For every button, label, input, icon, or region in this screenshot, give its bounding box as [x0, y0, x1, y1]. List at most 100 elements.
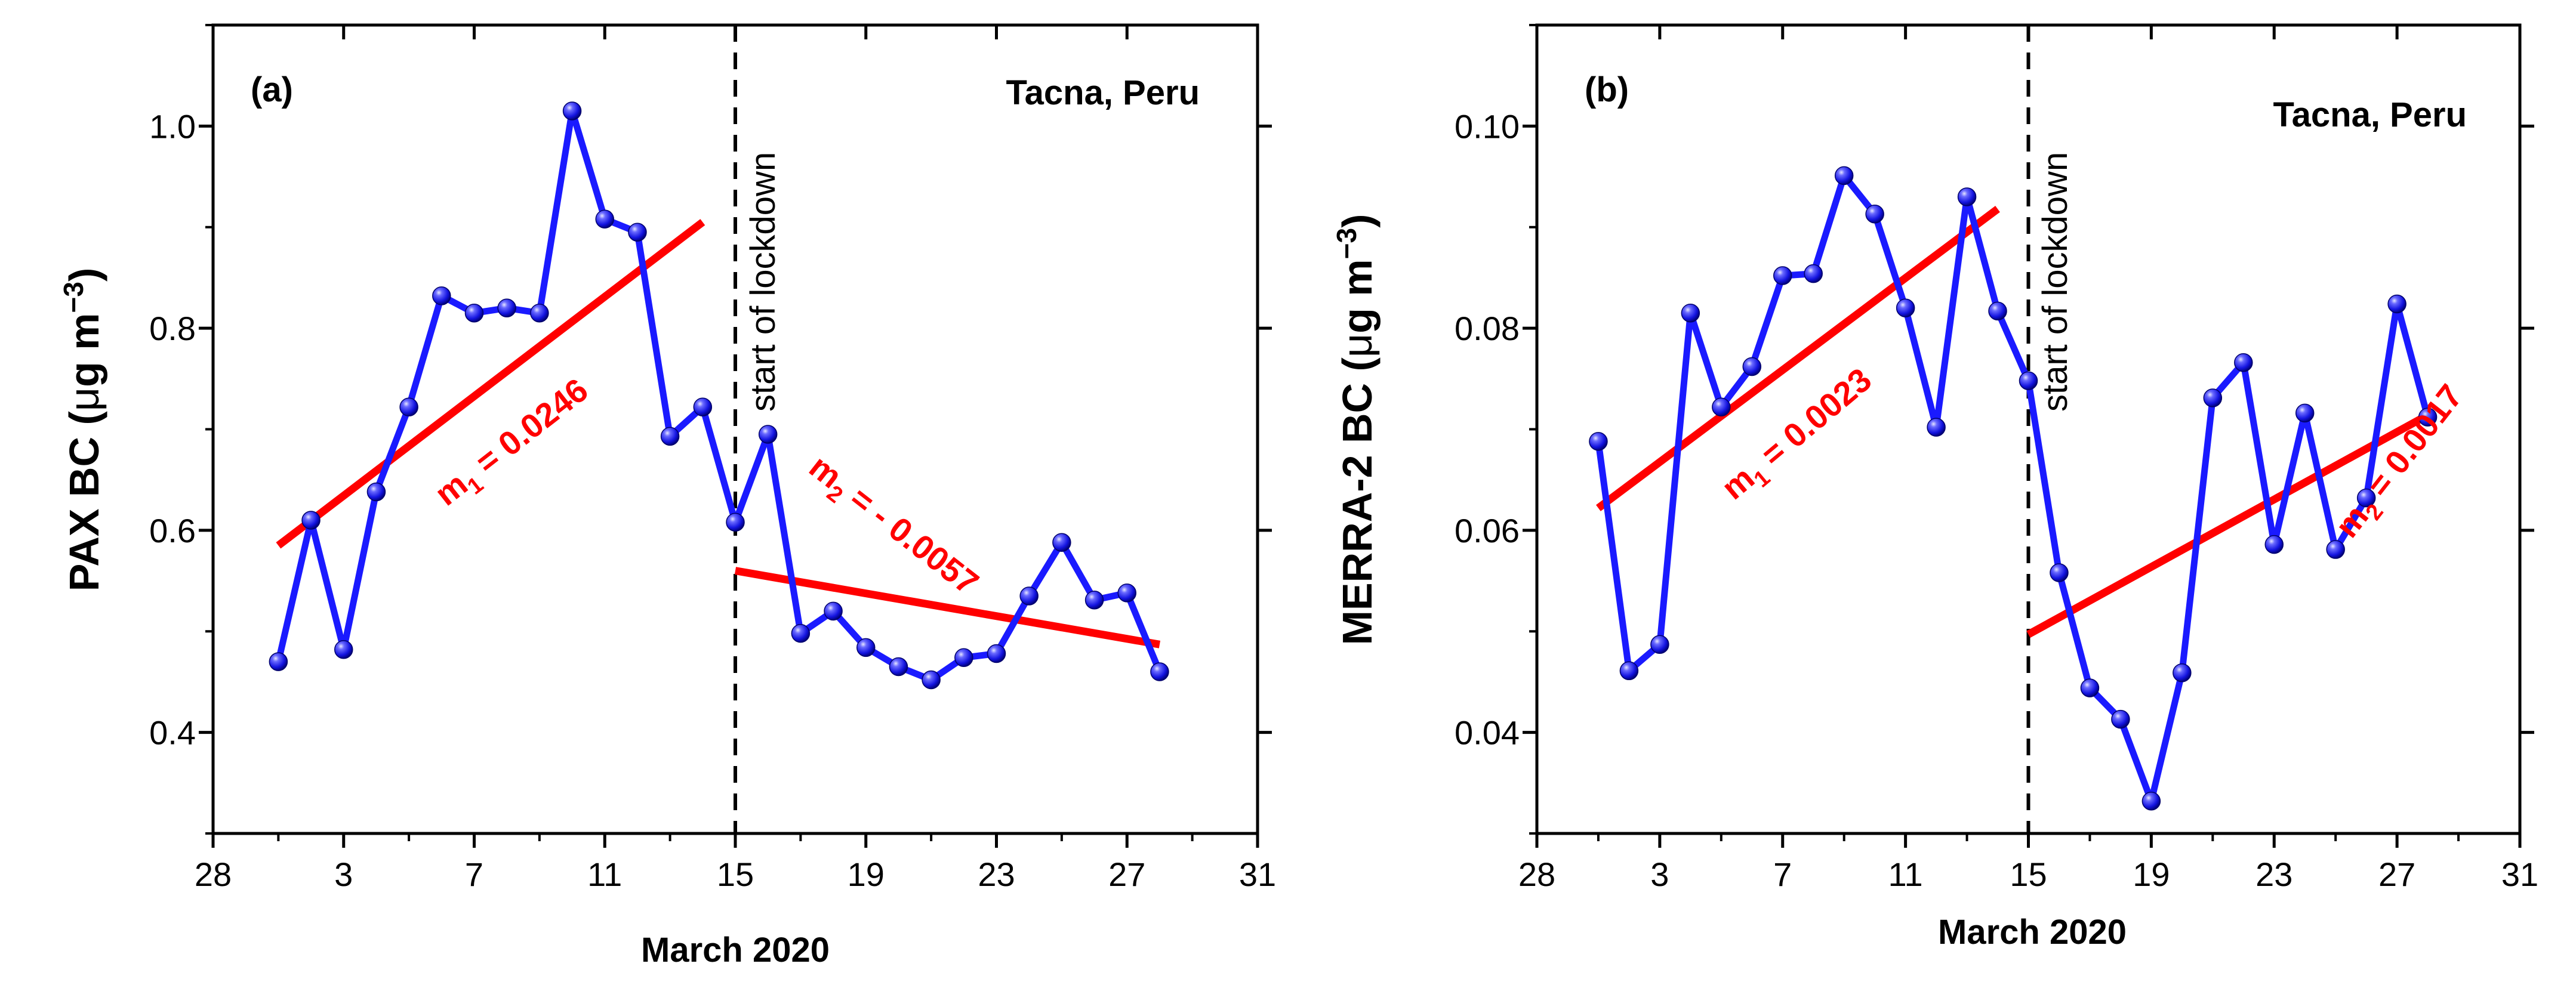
data-point [693, 397, 713, 416]
data-point [530, 303, 549, 323]
x-tick-label: 23 [978, 856, 1015, 893]
data-point [1712, 397, 1731, 416]
data-point [269, 652, 288, 671]
data-point [987, 644, 1006, 663]
location-label: Tacna, Peru [1006, 73, 1200, 112]
y-axis-title: MERRA-2 BC (μg m−3) [1331, 214, 1381, 646]
data-point [2295, 403, 2315, 423]
data-point [1150, 662, 1169, 681]
data-point [2234, 353, 2253, 372]
x-tick-label: 31 [1239, 856, 1276, 893]
data-point [1117, 583, 1136, 603]
data-point [2111, 709, 2130, 729]
x-axis-title: March 2020 [641, 931, 830, 969]
location-label: Tacna, Peru [2273, 95, 2467, 134]
panel-label: (b) [1585, 70, 1629, 109]
data-point [2387, 294, 2406, 314]
y-axis-title: PAX BC (μg m−3) [58, 268, 107, 592]
data-point [1619, 661, 1639, 681]
data-point [2050, 563, 2069, 582]
y-tick-label: 0.8 [149, 310, 196, 347]
data-point [1927, 418, 1946, 437]
data-point [1804, 264, 1823, 283]
y-tick-label: 0.06 [1455, 512, 1520, 549]
data-point [2080, 678, 2100, 697]
data-point [1019, 586, 1039, 606]
data-point [2141, 792, 2161, 811]
data-point [824, 601, 843, 621]
series-line [275, 107, 1163, 683]
x-tick-label: 27 [2378, 856, 2415, 893]
data-point [1084, 590, 1104, 610]
data-point [758, 425, 778, 444]
x-tick-label: 3 [334, 856, 353, 893]
data-point [791, 623, 811, 643]
data-point [1681, 303, 1700, 323]
panel-b: 28 3 7 11 15 19 23 27 31 0.04 0.06 0.08 0.10 (b) Tac… [1331, 23, 2538, 952]
data-point [497, 298, 516, 317]
data-point [432, 286, 451, 305]
data-point [954, 648, 973, 668]
x-tick-label: 7 [465, 856, 483, 893]
data-series [269, 101, 1169, 690]
x-tick-label: 15 [717, 856, 754, 893]
lockdown-label: start of lockdown [2036, 152, 2075, 412]
data-point [1773, 266, 1792, 285]
data-point [562, 101, 582, 121]
x-tick-label: 19 [848, 856, 885, 893]
panel-label: (a) [251, 70, 293, 109]
x-tick-label: 15 [2010, 856, 2047, 893]
data-point [2019, 371, 2038, 390]
data-point [334, 640, 353, 659]
data-point [2173, 663, 2192, 683]
x-tick-label: 19 [2133, 856, 2170, 893]
fit-line-m2 [734, 567, 1161, 649]
x-tick-label: 28 [195, 856, 232, 893]
data-point [726, 512, 745, 532]
data-point [399, 397, 418, 416]
x-tick-label: 11 [1888, 856, 1923, 893]
data-point [464, 303, 484, 323]
data-point [2326, 540, 2345, 559]
fit-line-m1 [1596, 206, 2000, 511]
data-point [1589, 432, 1608, 451]
data-point [628, 223, 647, 242]
y-tick-label: 0.4 [149, 714, 196, 752]
y-tick-label: 0.10 [1455, 107, 1520, 145]
y-tick-label: 0.6 [149, 512, 196, 549]
data-point [1742, 357, 1762, 376]
panel-a: 28 3 7 11 15 19 23 27 31 0.4 0.6 0.8 1.0 (a) Tacna, … [58, 23, 1276, 969]
slope-label-m1: m1 = 0.0246 [428, 370, 599, 518]
data-point [1988, 301, 2007, 321]
data-point [1650, 635, 1669, 654]
data-point [2356, 488, 2376, 508]
axis-ticks: 28 3 7 11 15 19 23 27 31 0.04 0.06 0.08 0.10 [1455, 24, 2538, 893]
data-point [889, 657, 908, 677]
data-point [1052, 533, 1071, 552]
data-point [595, 209, 614, 228]
data-series [1589, 166, 2438, 811]
x-tick-label: 3 [1650, 856, 1669, 893]
data-point [301, 511, 321, 530]
data-point [1896, 298, 1915, 317]
x-tick-label: 28 [1518, 856, 1555, 893]
data-point [1834, 166, 1854, 186]
x-axis-title: March 2020 [1938, 913, 2127, 952]
x-tick-label: 11 [587, 856, 622, 893]
data-point [660, 427, 680, 446]
data-point [366, 482, 386, 502]
slope-label-m2: m2 = 0.0017 [2328, 377, 2475, 548]
fit-lines [276, 219, 1161, 649]
y-tick-label: 0.04 [1455, 714, 1520, 752]
axis-ticks: 28 3 7 11 15 19 23 27 31 0.4 0.6 0.8 1.0 [149, 24, 1276, 893]
data-point [2203, 388, 2223, 407]
y-tick-label: 0.08 [1455, 310, 1520, 347]
data-point [856, 638, 876, 657]
x-tick-label: 7 [1773, 856, 1792, 893]
data-point [1957, 187, 1977, 206]
x-tick-label: 23 [2255, 856, 2292, 893]
data-point [2264, 535, 2284, 554]
fit-line-m2 [2026, 412, 2430, 638]
series-line [1595, 172, 2431, 805]
